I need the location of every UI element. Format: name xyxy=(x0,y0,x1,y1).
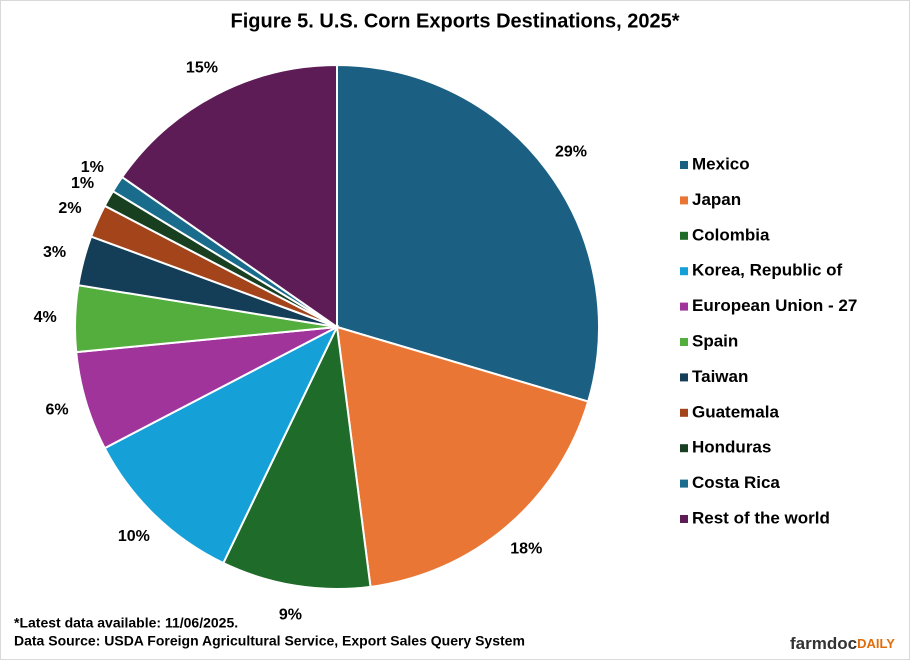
legend-swatch xyxy=(680,515,688,523)
legend-label: Honduras xyxy=(692,438,771,457)
legend-swatch xyxy=(680,302,688,311)
legend-label: Taiwan xyxy=(692,367,748,386)
chart-title: Figure 5. U.S. Corn Exports Destinations… xyxy=(230,10,679,32)
legend-swatch xyxy=(680,267,688,276)
data-label: 10% xyxy=(118,528,150,545)
data-label: 29% xyxy=(555,144,587,161)
legend-swatch xyxy=(680,373,688,382)
data-label: 9% xyxy=(279,606,302,623)
data-label: 4% xyxy=(34,309,57,326)
legend-label: Guatemala xyxy=(692,402,779,421)
pie-slice xyxy=(336,63,600,403)
legend-label: Mexico xyxy=(692,154,750,173)
data-label: 15% xyxy=(186,59,218,76)
pie-slice xyxy=(120,63,338,329)
legend-swatch xyxy=(680,338,688,346)
data-label: 6% xyxy=(46,401,69,418)
pie-slice xyxy=(103,324,340,565)
legend-label: Costa Rica xyxy=(692,473,780,492)
data-label: 2% xyxy=(58,200,81,217)
legend-swatch xyxy=(680,161,688,169)
data-label: 18% xyxy=(510,541,542,558)
legend-label: Rest of the world xyxy=(692,508,830,527)
legend-label: Korea, Republic of xyxy=(692,261,843,280)
pie-slice xyxy=(335,325,590,588)
note: Data Source: USDA Foreign Agricultural S… xyxy=(14,633,525,649)
data-label: 1% xyxy=(81,159,104,176)
logo-part: farmdoc xyxy=(790,634,857,653)
legend-label: Colombia xyxy=(692,225,770,244)
legend-swatch xyxy=(680,479,688,488)
legend-swatch xyxy=(680,231,688,240)
legend-swatch xyxy=(680,408,688,417)
legend-swatch xyxy=(680,196,688,205)
legend-label: Spain xyxy=(692,331,738,350)
legend-label: Japan xyxy=(692,190,741,209)
legend-label: European Union - 27 xyxy=(692,296,857,315)
legend-swatch xyxy=(680,444,688,453)
logo-part: DAILY xyxy=(857,636,895,651)
data-label: 1% xyxy=(71,175,94,192)
data-label: 3% xyxy=(43,244,66,261)
note: *Latest data available: 11/06/2025. xyxy=(14,615,238,631)
pie-slice xyxy=(221,323,372,590)
logo: farmdocDAILY xyxy=(790,634,895,653)
